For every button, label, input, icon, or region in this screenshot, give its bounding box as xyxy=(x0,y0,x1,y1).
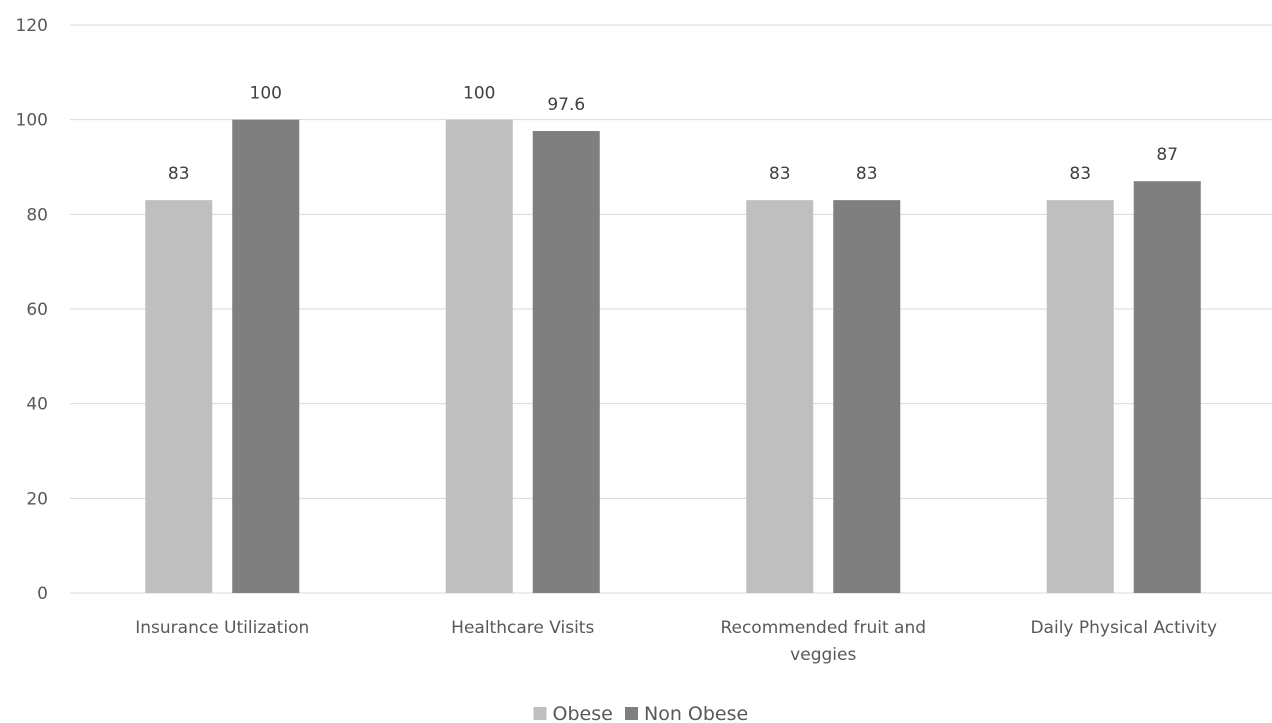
legend-label: Obese xyxy=(553,703,613,723)
y-tick-label: 80 xyxy=(26,205,48,225)
bar-non-obese-3 xyxy=(1133,181,1201,593)
y-tick-label: 0 xyxy=(37,584,48,604)
bar-non-obese-2 xyxy=(833,200,901,593)
data-labels: 83 100 100 97.6 83 83 83 87 xyxy=(168,84,1178,184)
legend: Obese Non Obese xyxy=(533,703,748,723)
legend-swatch xyxy=(625,707,638,720)
category-label: Healthcare Visits xyxy=(451,618,594,638)
bar-non-obese-0 xyxy=(232,119,300,594)
category-label: Insurance Utilization xyxy=(135,618,309,638)
y-tick-label: 120 xyxy=(16,16,48,36)
data-label: 83 xyxy=(168,164,190,184)
y-tick-label: 20 xyxy=(26,489,48,509)
y-tick-label: 40 xyxy=(26,395,48,415)
data-label: 87 xyxy=(1156,145,1178,165)
category-label: Recommended fruit and xyxy=(720,618,926,638)
data-label: 100 xyxy=(463,84,495,104)
data-label: 83 xyxy=(1069,164,1091,184)
y-tick-label: 100 xyxy=(16,111,48,131)
data-label: 97.6 xyxy=(547,95,585,115)
bar-obese-1 xyxy=(445,119,513,594)
legend-label: Non Obese xyxy=(644,703,748,723)
bar-non-obese-1 xyxy=(532,131,600,593)
x-axis-categories: Insurance Utilization Healthcare Visits Re… xyxy=(135,618,1217,665)
y-tick-label: 60 xyxy=(26,300,48,320)
category-label: veggies xyxy=(790,645,856,665)
y-axis-ticks: 0 20 40 60 80 100 120 xyxy=(16,16,48,604)
category-label: Daily Physical Activity xyxy=(1030,618,1217,638)
bar-obese-2 xyxy=(746,200,814,593)
legend-swatch xyxy=(533,707,547,720)
bars xyxy=(145,119,1201,594)
data-label: 100 xyxy=(250,84,282,104)
bar-obese-3 xyxy=(1046,200,1114,593)
bar-obese-0 xyxy=(145,200,213,593)
data-label: 83 xyxy=(769,164,791,184)
data-label: 83 xyxy=(856,164,878,184)
